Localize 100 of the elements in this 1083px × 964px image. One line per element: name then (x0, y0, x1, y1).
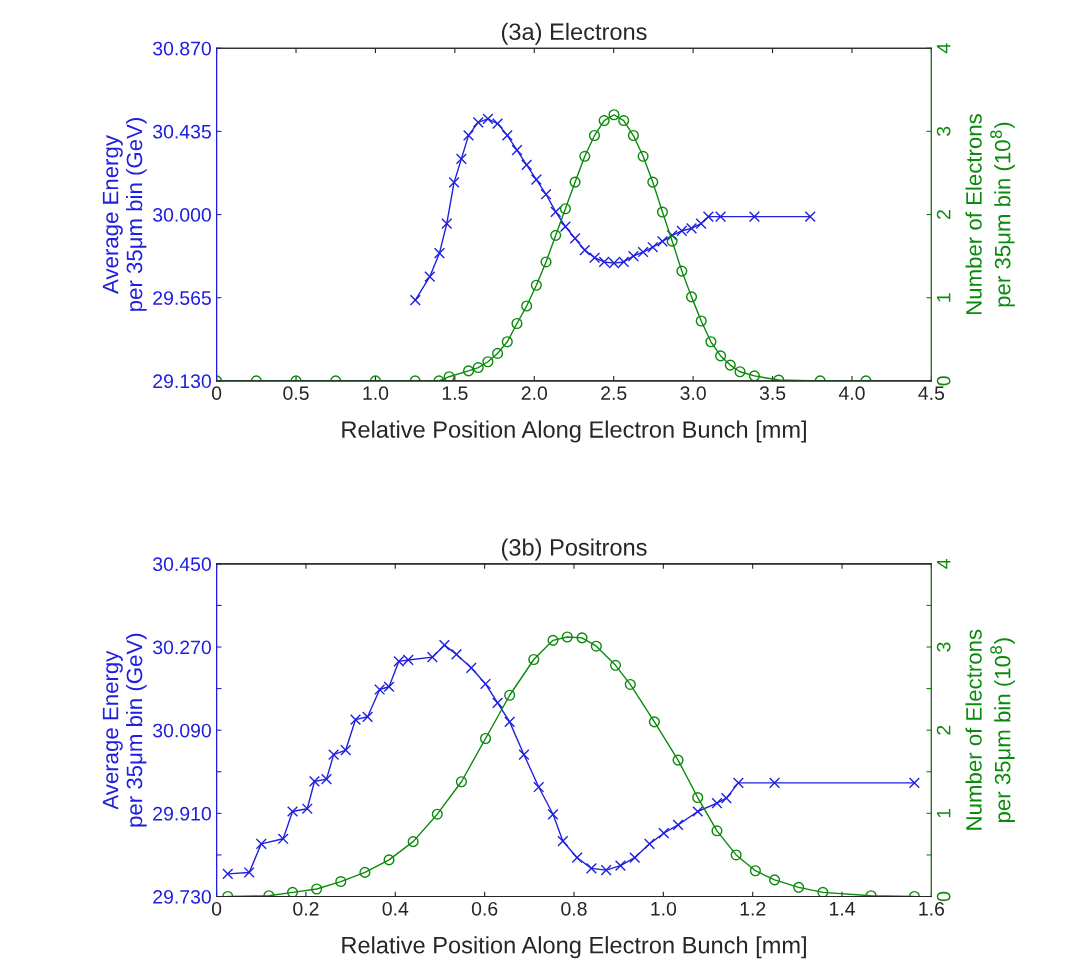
y-tick-label: 30.090 (153, 723, 211, 738)
x-tick-label: 0.6 (471, 901, 498, 916)
point (328, 749, 340, 761)
y2-tick-label: 1 (936, 808, 951, 818)
point (571, 852, 583, 864)
point (450, 648, 463, 660)
chart-title: (3a) Electrons (501, 22, 647, 45)
point (311, 883, 323, 895)
x-tick-label: 0.5 (283, 386, 309, 401)
point (349, 713, 362, 726)
point (692, 791, 704, 804)
point (724, 359, 736, 371)
x-tick-label: 0.8 (561, 901, 587, 916)
x-tick-label: 0 (211, 901, 222, 916)
point (720, 792, 732, 804)
y-tick-label: 29.730 (153, 889, 211, 904)
point (448, 176, 460, 188)
y-tick-label: 29.565 (153, 291, 211, 305)
point (711, 825, 723, 837)
point (407, 836, 419, 848)
point (627, 129, 639, 142)
point (528, 653, 540, 666)
point (492, 347, 504, 359)
point (550, 206, 562, 218)
y2-tick-label: 2 (936, 725, 951, 735)
point (647, 241, 659, 253)
y-tick-label: 29.130 (153, 374, 211, 389)
x-tick-label: 1.4 (830, 902, 855, 916)
point (676, 265, 688, 277)
point (579, 150, 591, 162)
point (518, 749, 530, 761)
y2-tick-label: 0 (936, 891, 951, 902)
point (609, 659, 622, 671)
point (547, 808, 559, 820)
point (426, 651, 438, 663)
y2-axis-title: Number of Electrons per 35μm bin (10$^{8}$) (965, 114, 1015, 314)
x-axis-title: Relative Position Along Electron Bunch [mm] (342, 936, 806, 959)
point (504, 716, 516, 728)
point (472, 116, 484, 128)
point (530, 173, 542, 186)
x-tick-label: 3.0 (680, 386, 706, 401)
x-tick-label: 4.0 (838, 386, 865, 401)
point (598, 115, 610, 127)
point (482, 356, 494, 368)
point (589, 252, 601, 264)
point (340, 744, 352, 756)
x-tick-label: 1.5 (442, 386, 468, 401)
point (335, 875, 347, 888)
point (533, 781, 545, 793)
chart-title: (3b) Positrons (501, 538, 647, 561)
point (748, 370, 760, 381)
point (465, 662, 477, 674)
x-tick-label: 1.2 (740, 901, 766, 916)
y2-tick-label: 3 (936, 642, 951, 652)
y-tick-label: 30.450 (153, 557, 211, 572)
point (711, 797, 723, 809)
point (547, 634, 559, 646)
x-tick-label: 0 (211, 386, 222, 401)
point (637, 246, 649, 258)
y-axis-title: Average Energy per 35μm bin (GeV) (102, 118, 147, 311)
point (793, 881, 805, 893)
point (557, 835, 569, 847)
point (579, 244, 591, 256)
point (455, 153, 467, 165)
point (576, 632, 588, 644)
point (438, 639, 450, 651)
point (715, 350, 727, 362)
point (540, 188, 552, 200)
point (433, 247, 446, 259)
y2-tick-label: 0 (936, 376, 951, 386)
point (734, 366, 746, 378)
point (672, 819, 684, 831)
point (585, 862, 597, 874)
point (504, 689, 516, 701)
point (769, 777, 781, 789)
point (614, 860, 627, 872)
x-tick-label: 0.2 (293, 901, 319, 916)
y-tick-label: 30.435 (153, 124, 211, 139)
point (656, 235, 669, 247)
point (492, 117, 504, 130)
point (637, 150, 649, 162)
y-tick-label: 29.910 (153, 806, 211, 821)
point (286, 805, 299, 818)
point (255, 838, 267, 850)
y2-tick-label: 4 (936, 559, 951, 569)
point (658, 827, 670, 839)
point (409, 294, 421, 306)
point (600, 864, 612, 876)
point (608, 109, 620, 121)
point (561, 631, 573, 643)
point (666, 229, 678, 241)
point (441, 218, 453, 230)
x-tick-label: 4.5 (918, 386, 945, 401)
point (550, 229, 562, 241)
point (472, 362, 484, 374)
y2-tick-label: 1 (936, 293, 951, 302)
point (804, 211, 816, 223)
point (479, 678, 492, 690)
point (666, 235, 678, 247)
point (559, 203, 571, 215)
